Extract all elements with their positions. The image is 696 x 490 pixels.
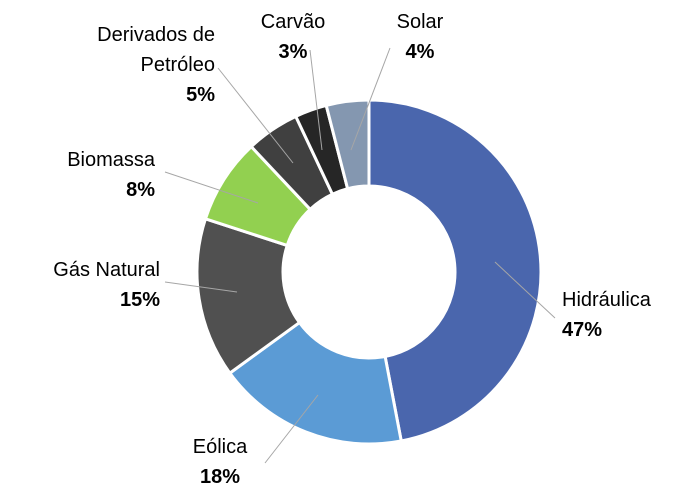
value-label: 15% <box>119 289 160 311</box>
slice-label: Gás Natural 15% <box>10 255 160 315</box>
value-label: 8% <box>126 179 155 201</box>
donut-slice <box>227 320 403 446</box>
category-label: Carvão <box>260 11 326 33</box>
slice-label: Carvão 3% <box>238 7 348 67</box>
donut-slice <box>324 98 371 191</box>
category-label: Solar <box>396 11 444 33</box>
value-label: 47% <box>562 319 603 341</box>
category-label: Gás Natural <box>53 259 160 281</box>
slice-label: Derivados de Petróleo 5% <box>40 20 215 110</box>
leader-line <box>350 47 391 151</box>
value-label: 3% <box>278 41 308 63</box>
value-label: 4% <box>405 41 435 63</box>
category-label: Derivados de Petróleo <box>97 24 215 76</box>
leader-line <box>164 281 238 293</box>
category-label: Hidráulica <box>562 289 651 311</box>
leader-line <box>494 261 556 319</box>
leader-line <box>164 171 259 204</box>
value-label: 18% <box>199 466 241 488</box>
category-label: Eólica <box>192 436 248 458</box>
leader-line <box>264 394 319 464</box>
category-label: Biomassa <box>67 149 155 171</box>
slice-label: Eólica 18% <box>160 432 280 490</box>
value-label: 5% <box>186 84 215 106</box>
leader-line <box>309 49 323 151</box>
leader-line <box>217 67 294 164</box>
slice-label: Solar 4% <box>370 7 470 67</box>
slice-label: Hidráulica 47% <box>562 285 692 345</box>
donut-slice <box>367 98 543 443</box>
slice-label: Biomassa 8% <box>5 145 155 205</box>
